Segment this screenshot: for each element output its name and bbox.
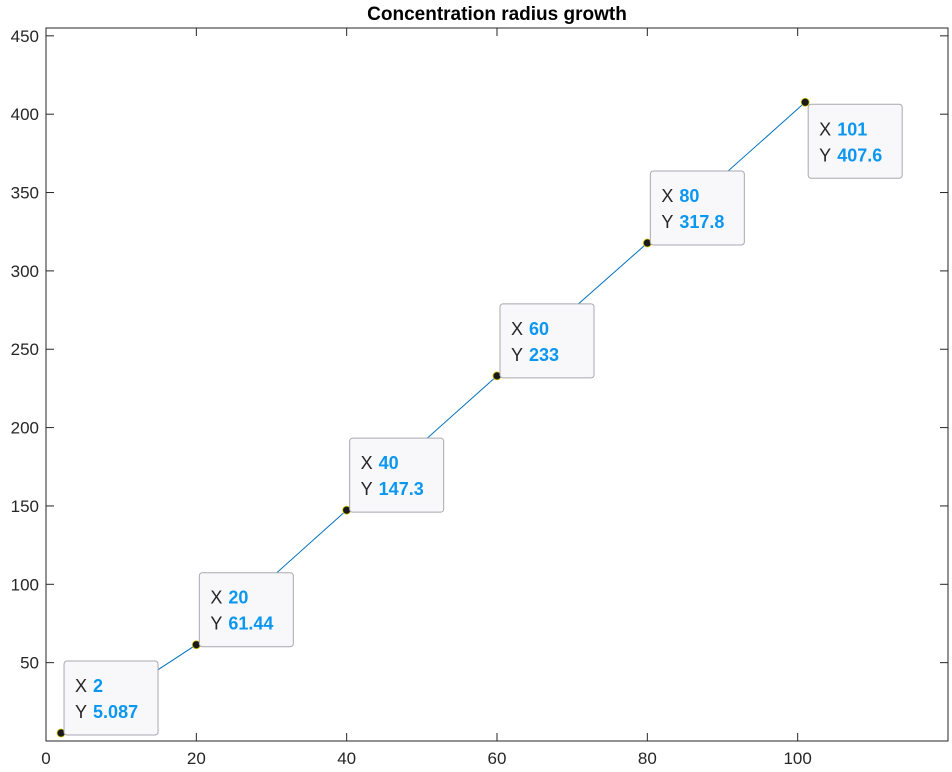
axis-ticks: 0 20 40 60 80 100 50 100 150 200 250 300 350 400 450 xyxy=(11,27,948,768)
datatip: X 60 Y 233 xyxy=(499,303,595,379)
y-tick-label: 250 xyxy=(11,340,39,359)
datatip-x-key: X xyxy=(819,119,831,139)
datatip-y-value: 5.087 xyxy=(93,702,138,722)
datatip-y-key: Y xyxy=(75,702,87,722)
y-tick-label: 200 xyxy=(11,419,39,438)
datatip-x-key: X xyxy=(661,186,673,206)
datatip: X 40 Y 147.3 xyxy=(349,437,445,513)
datatip-x-value: 20 xyxy=(228,588,248,608)
x-tick-label: 100 xyxy=(783,749,811,768)
datatip-box xyxy=(807,103,903,179)
datatip: X 2Y 5.087 xyxy=(63,660,159,736)
datatip-box xyxy=(649,170,745,246)
y-tick-label: 400 xyxy=(11,105,39,124)
datatip-y-row: Y 407.6 xyxy=(819,145,882,165)
datatip-y-value: 147.3 xyxy=(379,479,424,499)
datatip-x-key: X xyxy=(361,453,373,473)
datatip-y-value: 61.44 xyxy=(228,614,273,634)
datatip-y-value: 317.8 xyxy=(679,212,724,232)
datatip: X 101 Y 407.6 xyxy=(807,103,903,179)
datatip-x-value: 40 xyxy=(379,453,399,473)
datatip-x-row: X 101 xyxy=(819,119,867,139)
datatip-y-key: Y xyxy=(361,479,373,499)
x-tick-label: 40 xyxy=(337,749,356,768)
y-tick-label: 50 xyxy=(20,654,39,673)
datatip-x-value: 60 xyxy=(529,319,549,339)
x-tick-label: 20 xyxy=(187,749,206,768)
datatip-y-key: Y xyxy=(661,212,673,232)
datatip-x-key: X xyxy=(75,676,87,696)
datatip-x-key: X xyxy=(511,319,523,339)
datatip-x-key: X xyxy=(210,588,222,608)
x-tick-label: 80 xyxy=(638,749,657,768)
y-tick-label: 300 xyxy=(11,262,39,281)
x-tick-label: 0 xyxy=(41,749,50,768)
datatip-y-key: Y xyxy=(511,345,523,365)
datatip-y-key: Y xyxy=(819,145,831,165)
y-tick-label: 350 xyxy=(11,184,39,203)
datatip-y-value: 407.6 xyxy=(837,145,882,165)
data-point xyxy=(800,97,810,107)
datatip-box xyxy=(198,572,294,648)
datatip-y-row: Y 5.087 xyxy=(75,702,138,722)
datatip-y-row: Y 147.3 xyxy=(361,479,424,499)
datatip-box xyxy=(499,303,595,379)
datatip-x-value: 80 xyxy=(679,186,699,206)
datatip-x-row: X 20 xyxy=(210,588,248,608)
datatip-box xyxy=(63,660,159,736)
datatip: X 80 Y 317.8 xyxy=(649,170,745,246)
datatip-x-row: X 60 xyxy=(511,319,549,339)
x-tick-label: 60 xyxy=(488,749,507,768)
datatip-y-row: Y 61.44 xyxy=(210,614,273,634)
datatip: X 20 Y 61.44 xyxy=(198,572,294,648)
plot-area xyxy=(45,27,949,742)
y-tick-label: 150 xyxy=(11,497,39,516)
y-tick-label: 100 xyxy=(11,575,39,594)
datatip-box xyxy=(349,437,445,513)
datatip-x-value: 2 xyxy=(93,676,103,696)
chart-title: Concentration radius growth xyxy=(367,4,627,25)
datatip-y-row: Y 233 xyxy=(511,345,559,365)
datatip-y-key: Y xyxy=(210,614,222,634)
y-tick-label: 450 xyxy=(11,27,39,46)
datatip-x-value: 101 xyxy=(837,119,867,139)
datatip-x-row: X 40 xyxy=(361,453,399,473)
datatip-y-value: 233 xyxy=(529,345,559,365)
datatip-y-row: Y 317.8 xyxy=(661,212,724,232)
datatip-x-row: X 80 xyxy=(661,186,699,206)
